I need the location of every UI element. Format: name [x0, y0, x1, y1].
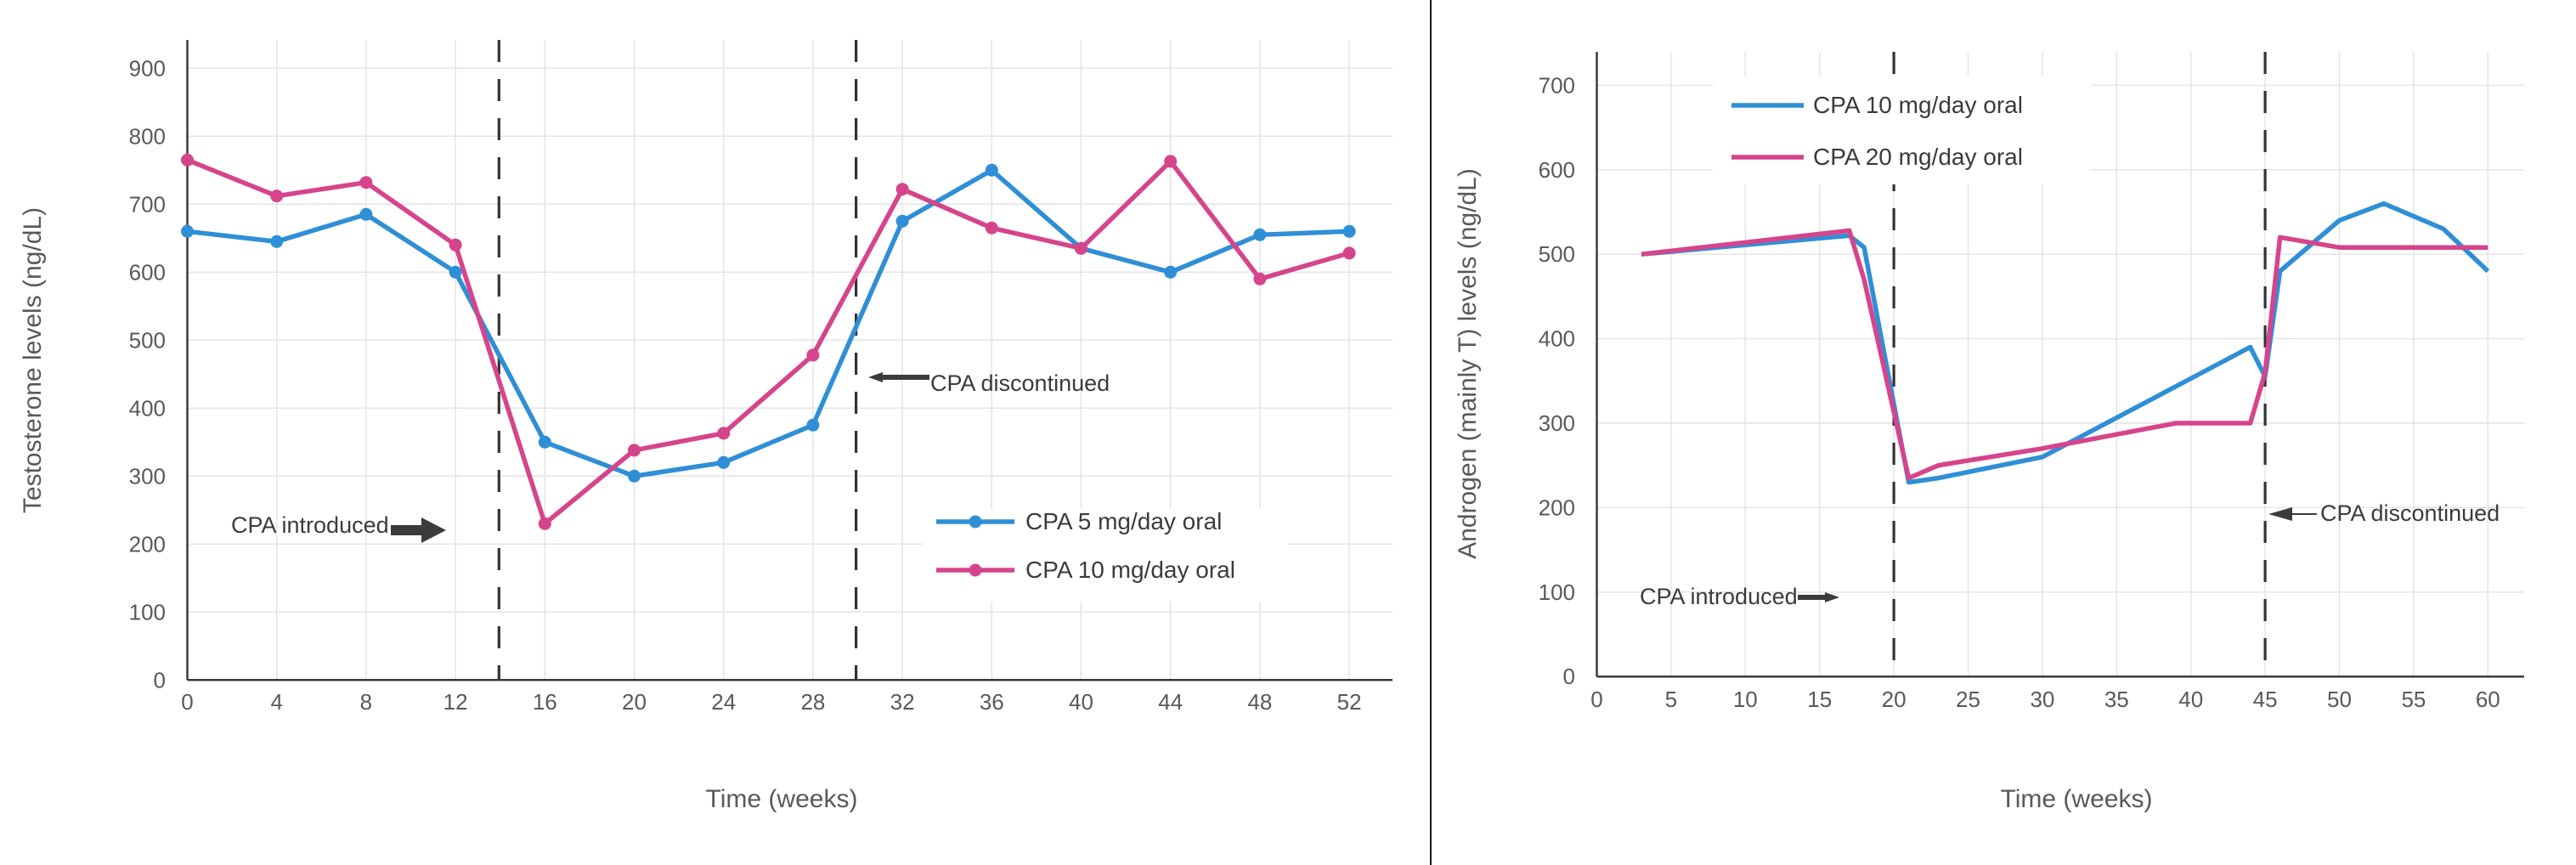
- svg-text:500: 500: [129, 327, 166, 353]
- svg-text:CPA 10 mg/day oral: CPA 10 mg/day oral: [1813, 92, 2023, 118]
- svg-text:15: 15: [1807, 687, 1832, 712]
- svg-text:CPA introduced: CPA introduced: [231, 512, 389, 538]
- svg-text:CPA discontinued: CPA discontinued: [930, 370, 1110, 396]
- svg-text:400: 400: [129, 395, 166, 421]
- svg-text:40: 40: [1069, 689, 1093, 715]
- svg-text:800: 800: [129, 123, 166, 149]
- svg-text:600: 600: [1539, 157, 1575, 183]
- svg-text:CPA 5 mg/day oral: CPA 5 mg/day oral: [1025, 508, 1222, 534]
- svg-text:300: 300: [1539, 410, 1575, 436]
- svg-text:50: 50: [2327, 687, 2352, 712]
- svg-text:100: 100: [129, 599, 166, 625]
- svg-text:Time (weeks): Time (weeks): [2001, 785, 2153, 813]
- svg-text:100: 100: [1539, 579, 1575, 605]
- svg-text:CPA discontinued: CPA discontinued: [2320, 500, 2500, 526]
- svg-text:700: 700: [129, 191, 166, 217]
- svg-text:500: 500: [1539, 241, 1575, 267]
- svg-text:52: 52: [1337, 689, 1362, 715]
- svg-text:60: 60: [2476, 687, 2500, 712]
- svg-text:700: 700: [1539, 72, 1575, 98]
- svg-text:0: 0: [181, 689, 193, 715]
- svg-text:200: 200: [129, 531, 166, 557]
- svg-text:5: 5: [1665, 687, 1677, 712]
- svg-text:200: 200: [1539, 495, 1575, 520]
- svg-text:CPA introduced: CPA introduced: [1640, 584, 1798, 609]
- svg-text:45: 45: [2253, 687, 2278, 712]
- svg-text:35: 35: [2104, 687, 2129, 712]
- svg-text:30: 30: [2030, 687, 2054, 712]
- svg-text:4: 4: [270, 689, 282, 715]
- svg-text:0: 0: [1590, 687, 1602, 712]
- svg-text:20: 20: [1882, 687, 1907, 712]
- svg-text:44: 44: [1158, 689, 1183, 715]
- svg-text:48: 48: [1247, 689, 1272, 715]
- svg-text:CPA 20 mg/day oral: CPA 20 mg/day oral: [1813, 144, 2023, 170]
- svg-text:Androgen (mainly T) levels (ng: Androgen (mainly T) levels (ng/dL): [1454, 168, 1482, 559]
- svg-text:32: 32: [890, 689, 915, 715]
- svg-text:55: 55: [2401, 687, 2426, 712]
- svg-text:40: 40: [2178, 687, 2203, 712]
- svg-text:25: 25: [1956, 687, 1980, 712]
- svg-text:400: 400: [1539, 326, 1575, 352]
- svg-text:Time (weeks): Time (weeks): [706, 785, 858, 813]
- svg-text:Testosterone levels (ng/dL): Testosterone levels (ng/dL): [19, 207, 47, 513]
- svg-text:12: 12: [443, 689, 468, 715]
- svg-text:28: 28: [800, 689, 825, 715]
- svg-text:10: 10: [1733, 687, 1758, 712]
- svg-text:CPA 10 mg/day oral: CPA 10 mg/day oral: [1025, 557, 1235, 583]
- svg-text:600: 600: [129, 259, 166, 285]
- svg-text:300: 300: [129, 463, 166, 489]
- svg-text:20: 20: [622, 689, 647, 715]
- svg-text:0: 0: [154, 667, 166, 693]
- svg-text:36: 36: [980, 689, 1004, 715]
- svg-text:24: 24: [711, 689, 736, 715]
- svg-text:900: 900: [129, 55, 166, 81]
- svg-text:8: 8: [360, 689, 372, 715]
- svg-text:0: 0: [1563, 664, 1575, 689]
- svg-text:16: 16: [533, 689, 557, 715]
